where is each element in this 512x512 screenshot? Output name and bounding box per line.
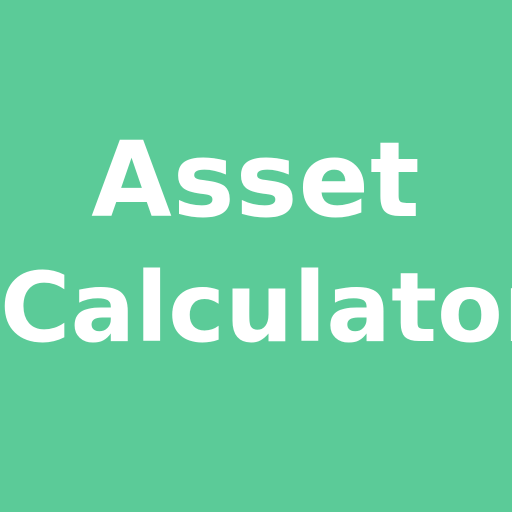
title-line-asset: Asset	[91, 119, 421, 241]
title-line-calculator: Calculator	[0, 252, 512, 364]
